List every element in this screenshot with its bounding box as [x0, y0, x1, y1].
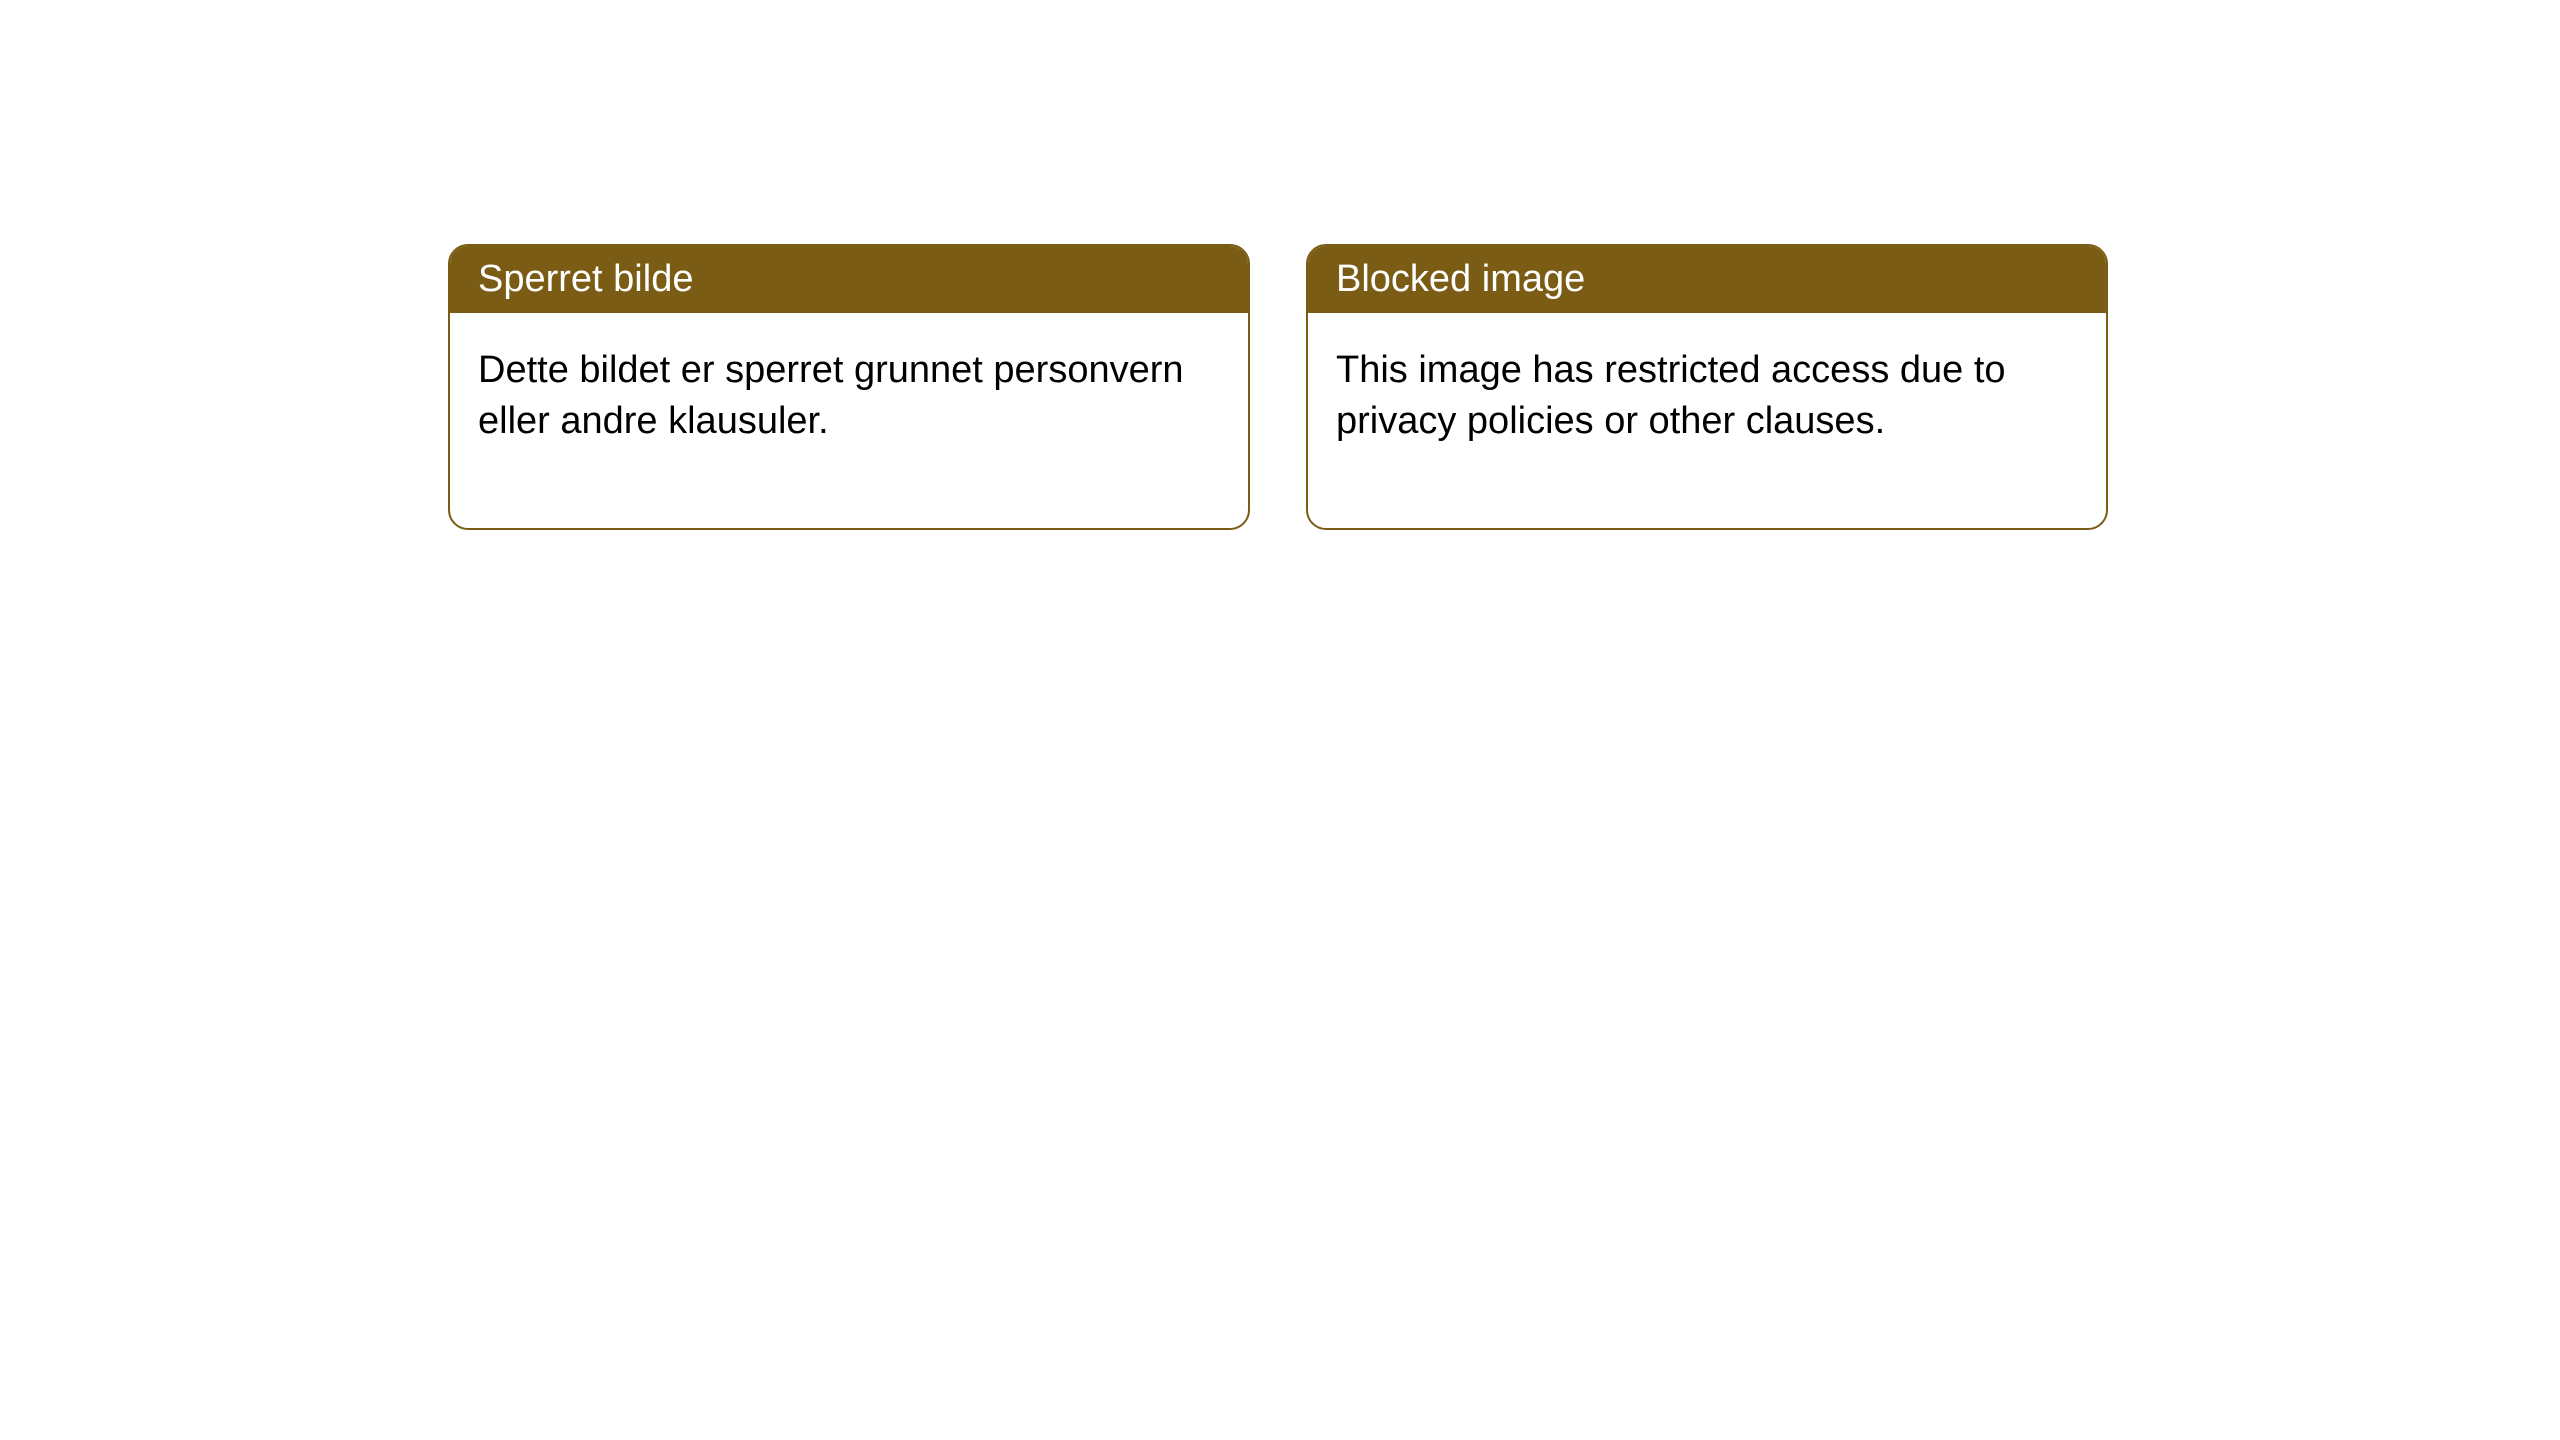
notice-header: Sperret bilde	[450, 246, 1248, 313]
notice-body: Dette bildet er sperret grunnet personve…	[450, 313, 1248, 528]
notice-body-text: Dette bildet er sperret grunnet personve…	[478, 349, 1184, 442]
notice-body-text: This image has restricted access due to …	[1336, 349, 2006, 442]
notice-title: Sperret bilde	[478, 258, 693, 300]
notice-container: Sperret bilde Dette bildet er sperret gr…	[0, 0, 2560, 530]
notice-title: Blocked image	[1336, 258, 1585, 300]
notice-card-norwegian: Sperret bilde Dette bildet er sperret gr…	[448, 244, 1250, 530]
notice-header: Blocked image	[1308, 246, 2106, 313]
notice-body: This image has restricted access due to …	[1308, 313, 2106, 528]
notice-card-english: Blocked image This image has restricted …	[1306, 244, 2108, 530]
